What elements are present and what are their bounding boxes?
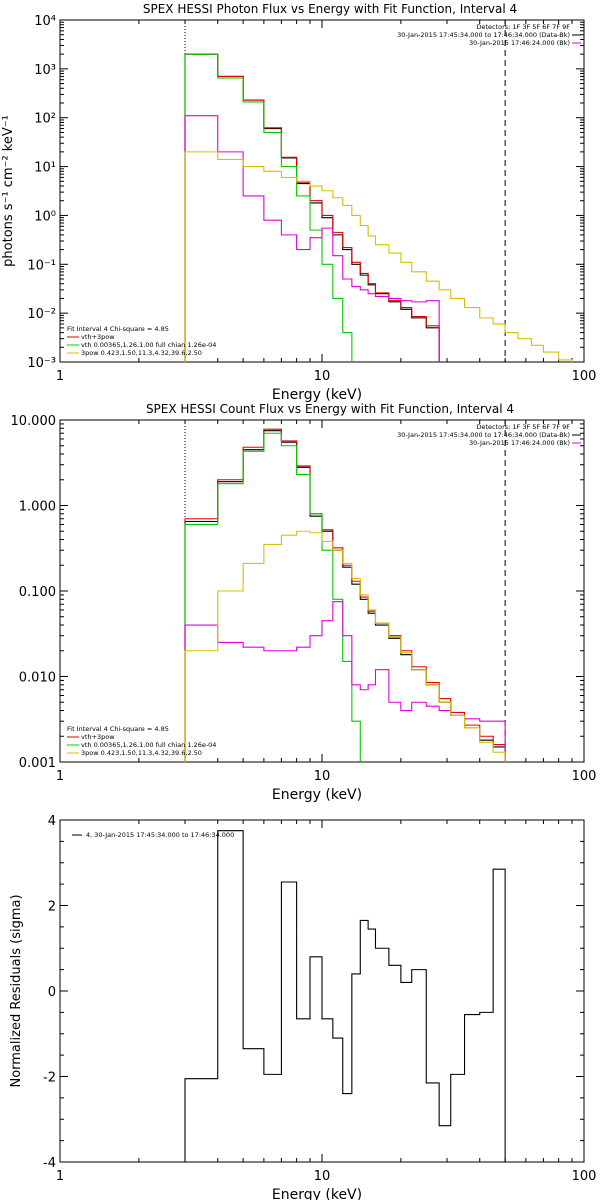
series-green-line xyxy=(184,432,361,762)
legend-text: 4, 30-Jan-2015 17:45:34.000 to 17:46:34.… xyxy=(86,831,234,839)
y-tick-label: 10.000 xyxy=(11,414,57,429)
legend-text: 3pow 0.423,1.50,11.3,4.32,39.6,2.50 xyxy=(81,749,202,757)
series-black-line xyxy=(184,830,506,1162)
legend-text: 30-Jan-2015 17:46:24.000 (Bk) xyxy=(469,39,570,47)
x-axis-label: Energy (keV) xyxy=(272,1187,362,1200)
legend-text: 30-Jan-2015 17:45:34.000 to 17:46:34.000… xyxy=(397,31,570,39)
x-tick-label: 1 xyxy=(56,369,64,384)
series-magenta-line xyxy=(184,115,440,362)
y-tick-label: 10¹ xyxy=(34,161,56,176)
legend-text: Fit Interval 4 Chi-square = 4.85 xyxy=(67,725,169,733)
legend-text: Detectors: 1F 3F 5F 6F 7F 9F xyxy=(476,423,570,431)
legend-text: vth+3pow xyxy=(81,733,115,741)
x-tick-label: 10 xyxy=(314,769,331,784)
x-tick-label: 10 xyxy=(314,1169,331,1184)
y-tick-label: 10⁻² xyxy=(27,307,56,322)
legend-text: Fit Interval 4 Chi-square = 4.85 xyxy=(67,325,169,333)
legend-text: 30-Jan-2015 17:46:24.000 (Bk) xyxy=(469,439,570,447)
y-tick-label: 0.001 xyxy=(19,756,56,771)
x-tick-label: 100 xyxy=(572,369,597,384)
chart-panel-2: SPEX HESSI Count Flux vs Energy with Fit… xyxy=(11,402,597,803)
x-tick-label: 1 xyxy=(56,769,64,784)
x-axis-label: Energy (keV) xyxy=(272,387,362,403)
series-red-line xyxy=(184,53,440,362)
x-tick-label: 100 xyxy=(572,1169,597,1184)
series-green-line xyxy=(184,53,353,362)
series-yellow-line xyxy=(184,151,573,362)
y-tick-label: 0 xyxy=(48,985,56,1000)
y-tick-label: 0.100 xyxy=(19,585,56,600)
y-tick-label: 10⁻¹ xyxy=(27,258,56,273)
y-tick-label: 10⁴ xyxy=(34,14,56,29)
x-axis-label: Energy (keV) xyxy=(272,787,362,803)
legend-text: vth 0.00365,1.26,1.00 full chian 1.26e-0… xyxy=(81,741,216,749)
series-magenta-line xyxy=(184,601,506,762)
legend-text: 3pow 0.423,1.50,11.3,4.32,39.6,2.50 xyxy=(81,349,202,357)
chart-title: SPEX HESSI Photon Flux vs Energy with Fi… xyxy=(143,2,517,16)
y-tick-label: 10⁻³ xyxy=(27,356,56,371)
y-tick-label: 10² xyxy=(34,112,56,127)
x-tick-label: 100 xyxy=(572,769,597,784)
legend-text: vth+3pow xyxy=(81,333,115,341)
y-tick-label: 4 xyxy=(48,814,56,829)
x-tick-label: 10 xyxy=(314,369,331,384)
y-axis-label: Normalized Residuals (sigma) xyxy=(9,894,24,1087)
y-tick-label: 10⁰ xyxy=(34,209,56,224)
y-tick-label: -2 xyxy=(43,1071,56,1086)
legend-text: Detectors: 1F 3F 5F 6F 7F 9F xyxy=(476,23,570,31)
chart-panel-1: SPEX HESSI Photon Flux vs Energy with Fi… xyxy=(1,2,596,403)
chart-panel-3: 1 10 100 Energy (keV) -4 -2 0 2 4 Normalized Resi… xyxy=(9,814,596,1200)
legend-text: 30-Jan-2015 17:45:34.000 to 17:46:34.000… xyxy=(397,431,570,439)
x-tick-label: 1 xyxy=(56,1169,64,1184)
y-tick-label: 1.000 xyxy=(19,500,56,515)
legend-text: vth 0.00365,1.26,1.00 full chian 1.26e-0… xyxy=(81,341,216,349)
series-red-line xyxy=(184,428,506,762)
series-black-line xyxy=(184,53,440,362)
series-black-line xyxy=(184,430,506,762)
chart-title: SPEX HESSI Count Flux vs Energy with Fit… xyxy=(146,402,514,416)
y-tick-label: -4 xyxy=(43,1156,56,1171)
series-yellow-line xyxy=(184,530,506,762)
y-axis-label: photons s⁻¹ cm⁻² keV⁻¹ xyxy=(1,115,16,267)
y-tick-label: 2 xyxy=(48,900,56,915)
y-tick-label: 10³ xyxy=(34,63,56,78)
y-tick-label: 0.010 xyxy=(19,671,56,686)
